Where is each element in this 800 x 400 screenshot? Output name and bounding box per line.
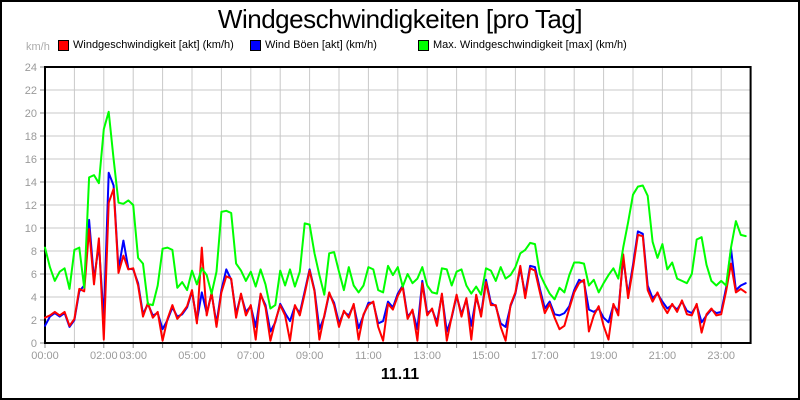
x-axis-label: 05:00	[178, 350, 206, 362]
legend-label: Windgeschwindigkeit [akt] (km/h)	[73, 39, 234, 51]
x-axis-label: 03:00	[119, 350, 147, 362]
x-axis-label: 19:00	[590, 350, 618, 362]
y-axis-label: 2	[31, 315, 37, 327]
legend-label: Wind Böen [akt] (km/h)	[265, 39, 377, 51]
y-axis-label: 16	[25, 154, 37, 166]
y-axis-unit-label: km/h	[26, 41, 50, 53]
x-axis-label: 13:00	[413, 350, 441, 362]
plot-border	[44, 66, 752, 344]
legend-swatch-icon	[58, 40, 69, 51]
y-axis-label: 6	[31, 269, 37, 281]
series-line-akt	[44, 187, 747, 342]
y-axis-label: 14	[25, 177, 37, 189]
y-axis-label: 4	[31, 292, 37, 304]
x-axis-label: 09:00	[296, 350, 324, 362]
x-axis-label: 21:00	[649, 350, 677, 362]
y-axis-label: 24	[25, 62, 37, 74]
legend: Windgeschwindigkeit [akt] (km/h) Wind Böe…	[2, 39, 798, 53]
legend-swatch-icon	[418, 40, 429, 51]
y-axis-label: 10	[25, 223, 37, 235]
x-axis-label: 15:00	[472, 350, 500, 362]
y-axis-label: 12	[25, 200, 37, 212]
date-label: 11.11	[380, 366, 420, 383]
y-axis-label: 18	[25, 131, 37, 143]
legend-item-1: Wind Böen [akt] (km/h)	[250, 39, 377, 52]
x-axis-label: 00:00	[31, 350, 59, 362]
legend-item-0: Windgeschwindigkeit [akt] (km/h)	[58, 39, 234, 52]
x-axis-label: 23:00	[707, 350, 735, 362]
y-axis-label: 20	[25, 108, 37, 120]
y-axis-label: 0	[31, 338, 37, 350]
chart-title: Windgeschwindigkeiten [pro Tag]	[217, 4, 583, 34]
legend-item-2: Max. Windgeschwindigkeit [max] (km/h)	[418, 39, 627, 52]
x-axis-label: 17:00	[531, 350, 559, 362]
legend-swatch-icon	[250, 40, 261, 51]
x-axis-label: 02:00	[90, 350, 118, 362]
x-axis-label: 07:00	[237, 350, 265, 362]
series-line-max	[44, 110, 747, 310]
legend-label: Max. Windgeschwindigkeit [max] (km/h)	[433, 39, 627, 51]
y-axis-label: 22	[25, 85, 37, 97]
y-axis-label: 8	[31, 246, 37, 258]
x-axis-label: 11:00	[355, 350, 382, 362]
